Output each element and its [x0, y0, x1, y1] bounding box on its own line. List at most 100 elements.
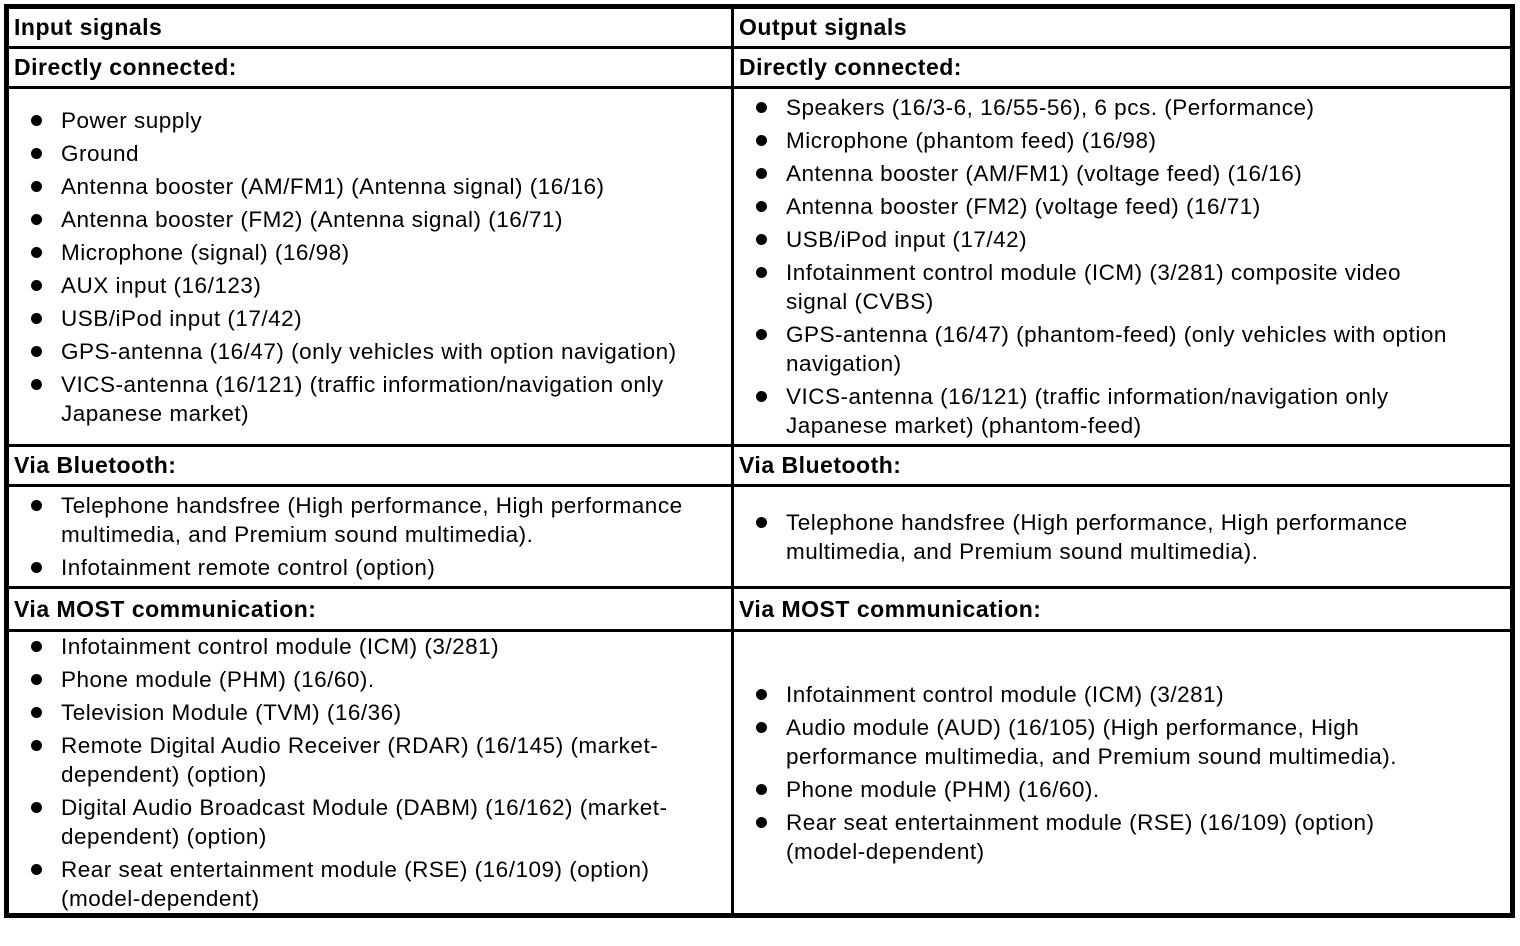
bullet-icon — [31, 740, 42, 751]
directly-connected-heading-row: Directly connected: Directly connected: — [5, 46, 1514, 89]
list-item: Microphone (phantom feed) (16/98) — [756, 126, 1510, 155]
list-item: Infotainment control module (ICM) (3/281… — [756, 680, 1510, 709]
list-item: USB/iPod input (17/42) — [31, 304, 730, 333]
input-via-bluetooth-heading: Via Bluetooth: — [5, 444, 734, 487]
list-item-label: Remote Digital Audio Receiver (RDAR) (16… — [61, 733, 659, 787]
list-item: Rear seat entertainment module (RSE) (16… — [756, 808, 1510, 866]
list-item-label: USB/iPod input (17/42) — [786, 227, 1028, 252]
bullet-icon — [31, 562, 42, 573]
list-item: Audio module (AUD) (16/105) (High perfor… — [756, 713, 1510, 771]
bullet-icon — [31, 345, 42, 357]
bullet-icon — [31, 213, 42, 225]
list-item-label: GPS-antenna (16/47) (phantom-feed) (only… — [786, 322, 1447, 376]
list-item-label: GPS-antenna (16/47) (only vehicles with … — [61, 338, 677, 364]
list-item: USB/iPod input (17/42) — [756, 225, 1510, 254]
bullet-icon — [756, 816, 767, 828]
input-via-most-cell: Infotainment control module (ICM) (3/281… — [5, 629, 734, 917]
output-via-most-heading: Via MOST communication: — [731, 586, 1514, 632]
list-item: Antenna booster (FM2) (voltage feed) (16… — [756, 192, 1510, 221]
list-item-label: Microphone (phantom feed) (16/98) — [786, 128, 1157, 153]
via-most-heading-row: Via MOST communication: Via MOST communi… — [5, 586, 1514, 632]
output-via-bluetooth-list: Telephone handsfree (High performance, H… — [736, 508, 1510, 566]
bullet-icon — [31, 279, 42, 291]
bullet-icon — [31, 114, 42, 126]
list-item: Antenna booster (AM/FM1) (Antenna signal… — [31, 172, 730, 201]
list-item: GPS-antenna (16/47) (phantom-feed) (only… — [756, 320, 1510, 378]
list-item: Microphone (signal) (16/98) — [31, 238, 730, 267]
list-item-label: Antenna booster (AM/FM1) (Antenna signal… — [61, 173, 605, 199]
output-via-most-cell: Infotainment control module (ICM) (3/281… — [731, 629, 1514, 917]
list-item-label: Antenna booster (AM/FM1) (voltage feed) … — [786, 161, 1303, 186]
list-item: AUX input (16/123) — [31, 271, 730, 300]
input-via-bluetooth-cell: Telephone handsfree (High performance, H… — [5, 484, 734, 589]
bullet-icon — [31, 147, 42, 159]
list-item-label: Infotainment control module (ICM) (3/281… — [786, 260, 1402, 314]
bullet-icon — [756, 201, 767, 212]
list-item: Infotainment control module (ICM) (3/281… — [31, 634, 730, 662]
bullet-icon — [31, 500, 42, 511]
list-item-label: USB/iPod input (17/42) — [61, 305, 303, 331]
list-item: VICS-antenna (16/121) (traffic informati… — [31, 370, 730, 428]
input-directly-connected-cell: Power supply Ground Antenna booster (AM/FM… — [5, 86, 734, 447]
via-most-items-row: Infotainment control module (ICM) (3/281… — [5, 629, 1514, 917]
output-directly-connected-list: Speakers (16/3-6, 16/55-56), 6 pcs. (Per… — [736, 93, 1510, 440]
list-item: Antenna booster (AM/FM1) (voltage feed) … — [756, 159, 1510, 188]
list-item: Television Module (TVM) (16/36) — [31, 698, 730, 727]
list-item-label: Digital Audio Broadcast Module (DABM) (1… — [61, 795, 668, 849]
list-item: Phone module (PHM) (16/60). — [31, 665, 730, 694]
list-item-label: AUX input (16/123) — [61, 272, 262, 298]
list-item: VICS-antenna (16/121) (traffic informati… — [756, 382, 1510, 440]
list-item-label: Phone module (PHM) (16/60). — [61, 667, 375, 692]
list-item: Ground — [31, 139, 730, 168]
bullet-icon — [756, 391, 767, 402]
bullet-icon — [31, 246, 42, 258]
output-directly-connected-heading: Directly connected: — [731, 46, 1514, 89]
input-directly-connected-list: Power supply Ground Antenna booster (AM/FM… — [10, 106, 730, 428]
directly-connected-items-row: Power supply Ground Antenna booster (AM/FM… — [5, 86, 1514, 447]
bullet-icon — [756, 721, 767, 733]
list-item-label: Infotainment control module (ICM) (3/281… — [61, 634, 500, 659]
via-bluetooth-items-row: Telephone handsfree (High performance, H… — [5, 484, 1514, 589]
list-item: Rear seat entertainment module (RSE) (16… — [31, 855, 730, 913]
list-item-label: Telephone handsfree (High performance, H… — [61, 493, 683, 547]
output-via-most-list: Infotainment control module (ICM) (3/281… — [736, 680, 1510, 866]
list-item-label: Phone module (PHM) (16/60). — [786, 776, 1100, 802]
list-item-label: VICS-antenna (16/121) (traffic informati… — [61, 371, 664, 426]
list-item: Power supply — [31, 106, 730, 135]
bullet-icon — [756, 267, 767, 278]
list-item-label: Telephone handsfree (High performance, H… — [786, 509, 1408, 564]
document-page: Input signals Output signals Directly co… — [4, 4, 1515, 918]
input-via-most-heading: Via MOST communication: — [5, 586, 734, 632]
input-via-bluetooth-list: Telephone handsfree (High performance, H… — [10, 491, 730, 582]
list-item: Telephone handsfree (High performance, H… — [756, 508, 1510, 566]
list-item: Infotainment control module (ICM) (3/281… — [756, 258, 1510, 316]
list-item-label: Rear seat entertainment module (RSE) (16… — [61, 857, 650, 911]
list-item: Phone module (PHM) (16/60). — [756, 775, 1510, 804]
bullet-icon — [756, 783, 767, 795]
column-titles-row: Input signals Output signals — [5, 5, 1514, 49]
list-item-label: Antenna booster (FM2) (Antenna signal) (… — [61, 206, 564, 232]
list-item-label: Speakers (16/3-6, 16/55-56), 6 pcs. (Per… — [786, 95, 1315, 120]
list-item-label: Infotainment remote control (option) — [61, 555, 436, 580]
bullet-icon — [31, 378, 42, 390]
output-directly-connected-cell: Speakers (16/3-6, 16/55-56), 6 pcs. (Per… — [731, 86, 1514, 447]
list-item: Speakers (16/3-6, 16/55-56), 6 pcs. (Per… — [756, 93, 1510, 122]
input-directly-connected-heading: Directly connected: — [5, 46, 734, 89]
list-item-label: Power supply — [61, 107, 203, 133]
output-via-bluetooth-heading: Via Bluetooth: — [731, 444, 1514, 487]
list-item: Remote Digital Audio Receiver (RDAR) (16… — [31, 731, 730, 789]
bullet-icon — [31, 641, 42, 652]
bullet-icon — [756, 234, 767, 245]
list-item-label: Audio module (AUD) (16/105) (High perfor… — [786, 714, 1397, 769]
bullet-icon — [31, 180, 42, 192]
bullet-icon — [756, 135, 767, 146]
bullet-icon — [31, 312, 42, 324]
list-item-label: Ground — [61, 140, 140, 166]
list-item: Telephone handsfree (High performance, H… — [31, 491, 730, 549]
bullet-icon — [31, 802, 42, 813]
list-item: Infotainment remote control (option) — [31, 553, 730, 582]
bullet-icon — [756, 168, 767, 179]
list-item-label: VICS-antenna (16/121) (traffic informati… — [786, 384, 1389, 438]
bullet-icon — [756, 102, 767, 113]
bullet-icon — [31, 864, 42, 875]
